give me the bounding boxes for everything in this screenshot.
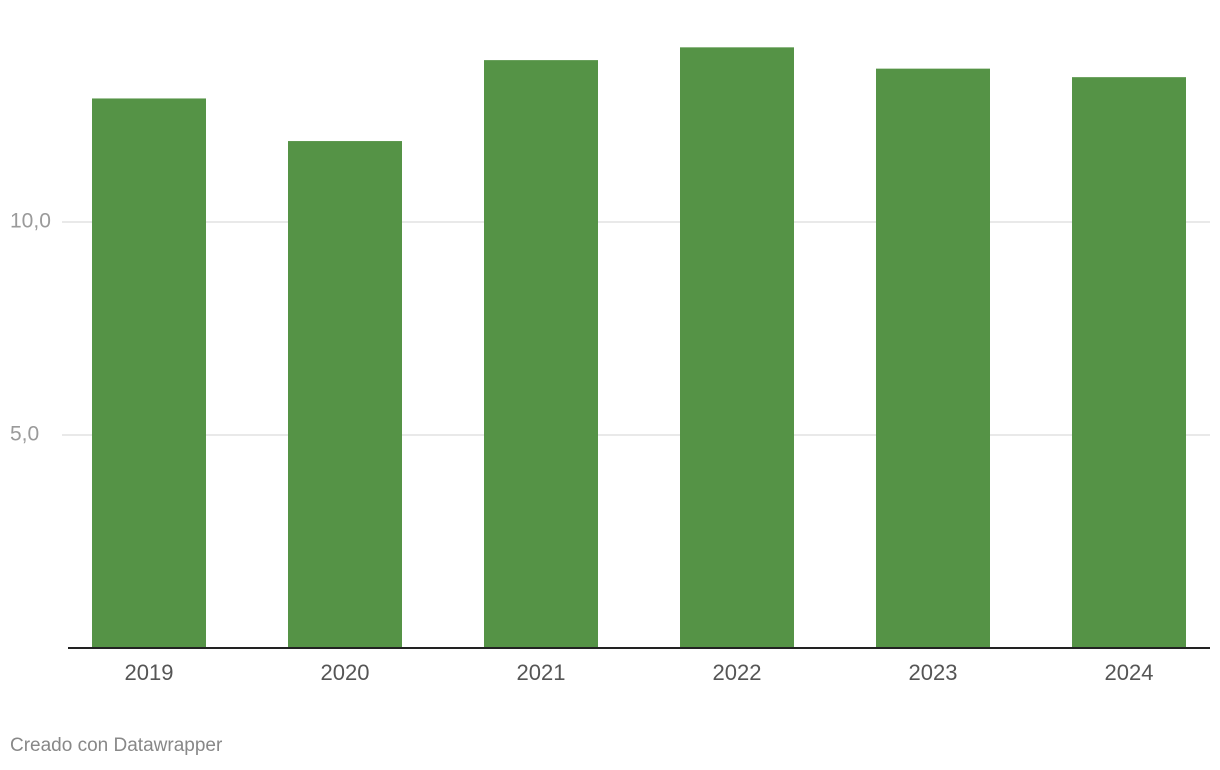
bar [484,60,598,649]
x-tick-label: 2022 [713,660,762,685]
x-tick-label: 2020 [321,660,370,685]
credit: Creado con Datawrapper [10,735,223,756]
x-tick-label: 2019 [125,660,174,685]
bar [680,47,794,648]
bar [288,141,402,648]
bar [1072,77,1186,648]
bar [92,98,206,648]
y-tick-label: 5,0 [10,423,39,446]
y-tick-label: 10,0 [10,210,51,233]
x-tick-label: 2023 [909,660,958,685]
bar [876,68,990,648]
x-tick-label: 2024 [1105,660,1154,685]
x-tick-label: 2021 [517,660,566,685]
